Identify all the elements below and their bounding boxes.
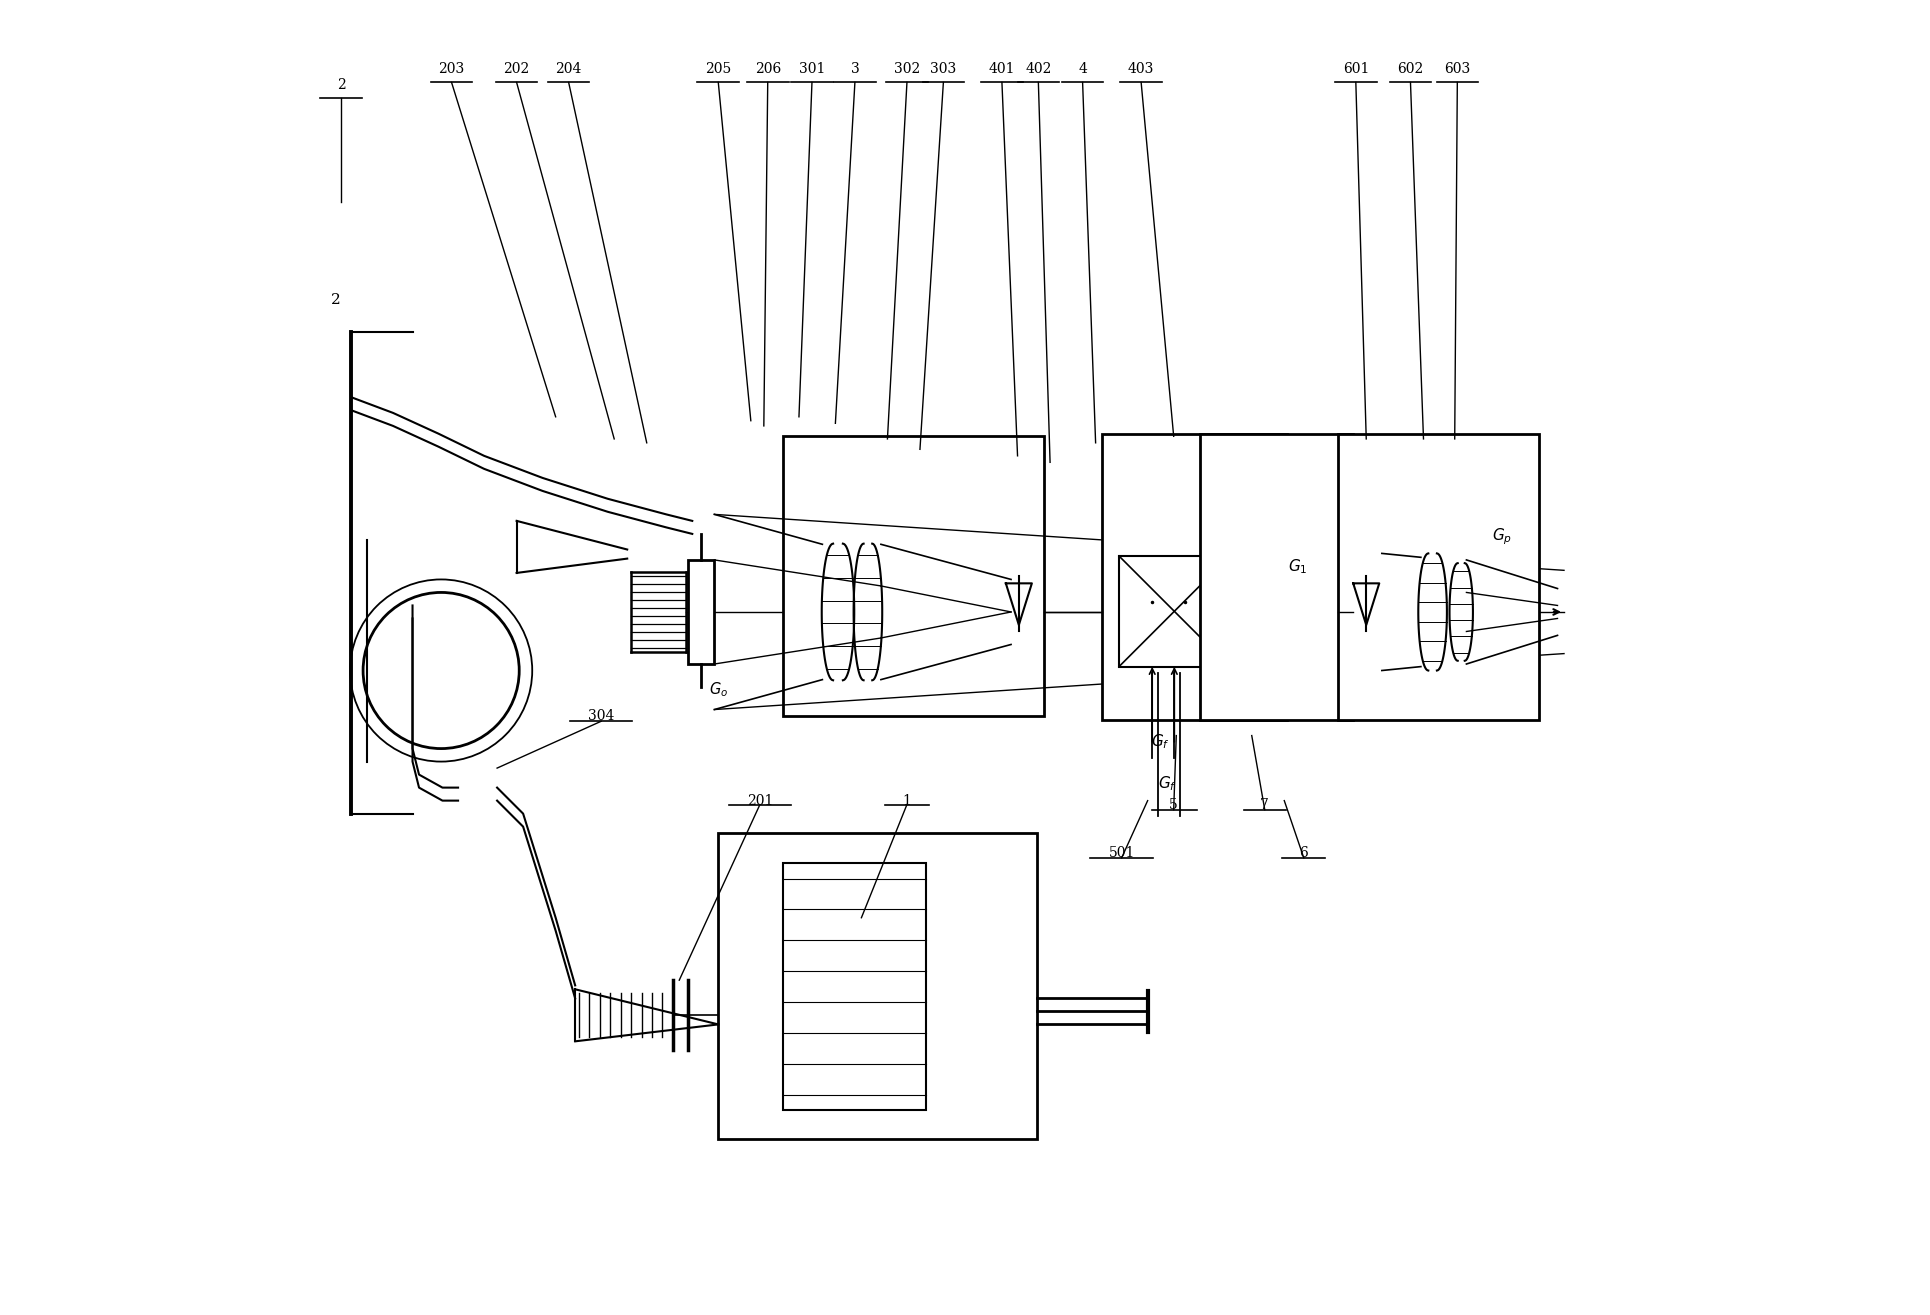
Text: 3: 3	[849, 62, 859, 76]
Text: 2: 2	[330, 293, 340, 306]
Bar	[1102, 434, 1285, 719]
Text: 206: 206	[755, 62, 780, 76]
Text: 5: 5	[1170, 797, 1177, 811]
Text: 202: 202	[504, 62, 529, 76]
Text: 7: 7	[1260, 797, 1268, 811]
Text: 304: 304	[589, 709, 614, 723]
Bar	[1119, 556, 1229, 667]
Text: 303: 303	[930, 62, 955, 76]
Bar	[784, 863, 926, 1110]
Text: 1: 1	[901, 794, 911, 807]
Text: $G_f$: $G_f$	[1150, 732, 1170, 751]
Bar	[784, 437, 1042, 717]
Text: 501: 501	[1108, 846, 1135, 860]
Bar	[718, 834, 1036, 1139]
Text: $G_p$: $G_p$	[1490, 526, 1511, 547]
Text: 402: 402	[1025, 62, 1052, 76]
Text: 401: 401	[988, 62, 1015, 76]
Text: 203: 203	[438, 62, 465, 76]
Text: 601: 601	[1341, 62, 1368, 76]
Text: 201: 201	[747, 794, 772, 807]
Text: 602: 602	[1397, 62, 1422, 76]
Bar	[1199, 434, 1353, 719]
Text: 205: 205	[704, 62, 731, 76]
Bar	[687, 560, 714, 664]
Text: $G_o$: $G_o$	[708, 681, 728, 700]
Bar	[1337, 434, 1538, 719]
Text: 603: 603	[1444, 62, 1469, 76]
Text: 4: 4	[1077, 62, 1087, 76]
Text: 6: 6	[1299, 846, 1307, 860]
Text: $G_f$: $G_f$	[1158, 775, 1175, 793]
Text: $G_1$: $G_1$	[1287, 558, 1307, 576]
Text: 2: 2	[336, 78, 345, 92]
Text: 403: 403	[1127, 62, 1154, 76]
Text: 301: 301	[799, 62, 824, 76]
Text: 204: 204	[556, 62, 581, 76]
Text: 302: 302	[894, 62, 919, 76]
